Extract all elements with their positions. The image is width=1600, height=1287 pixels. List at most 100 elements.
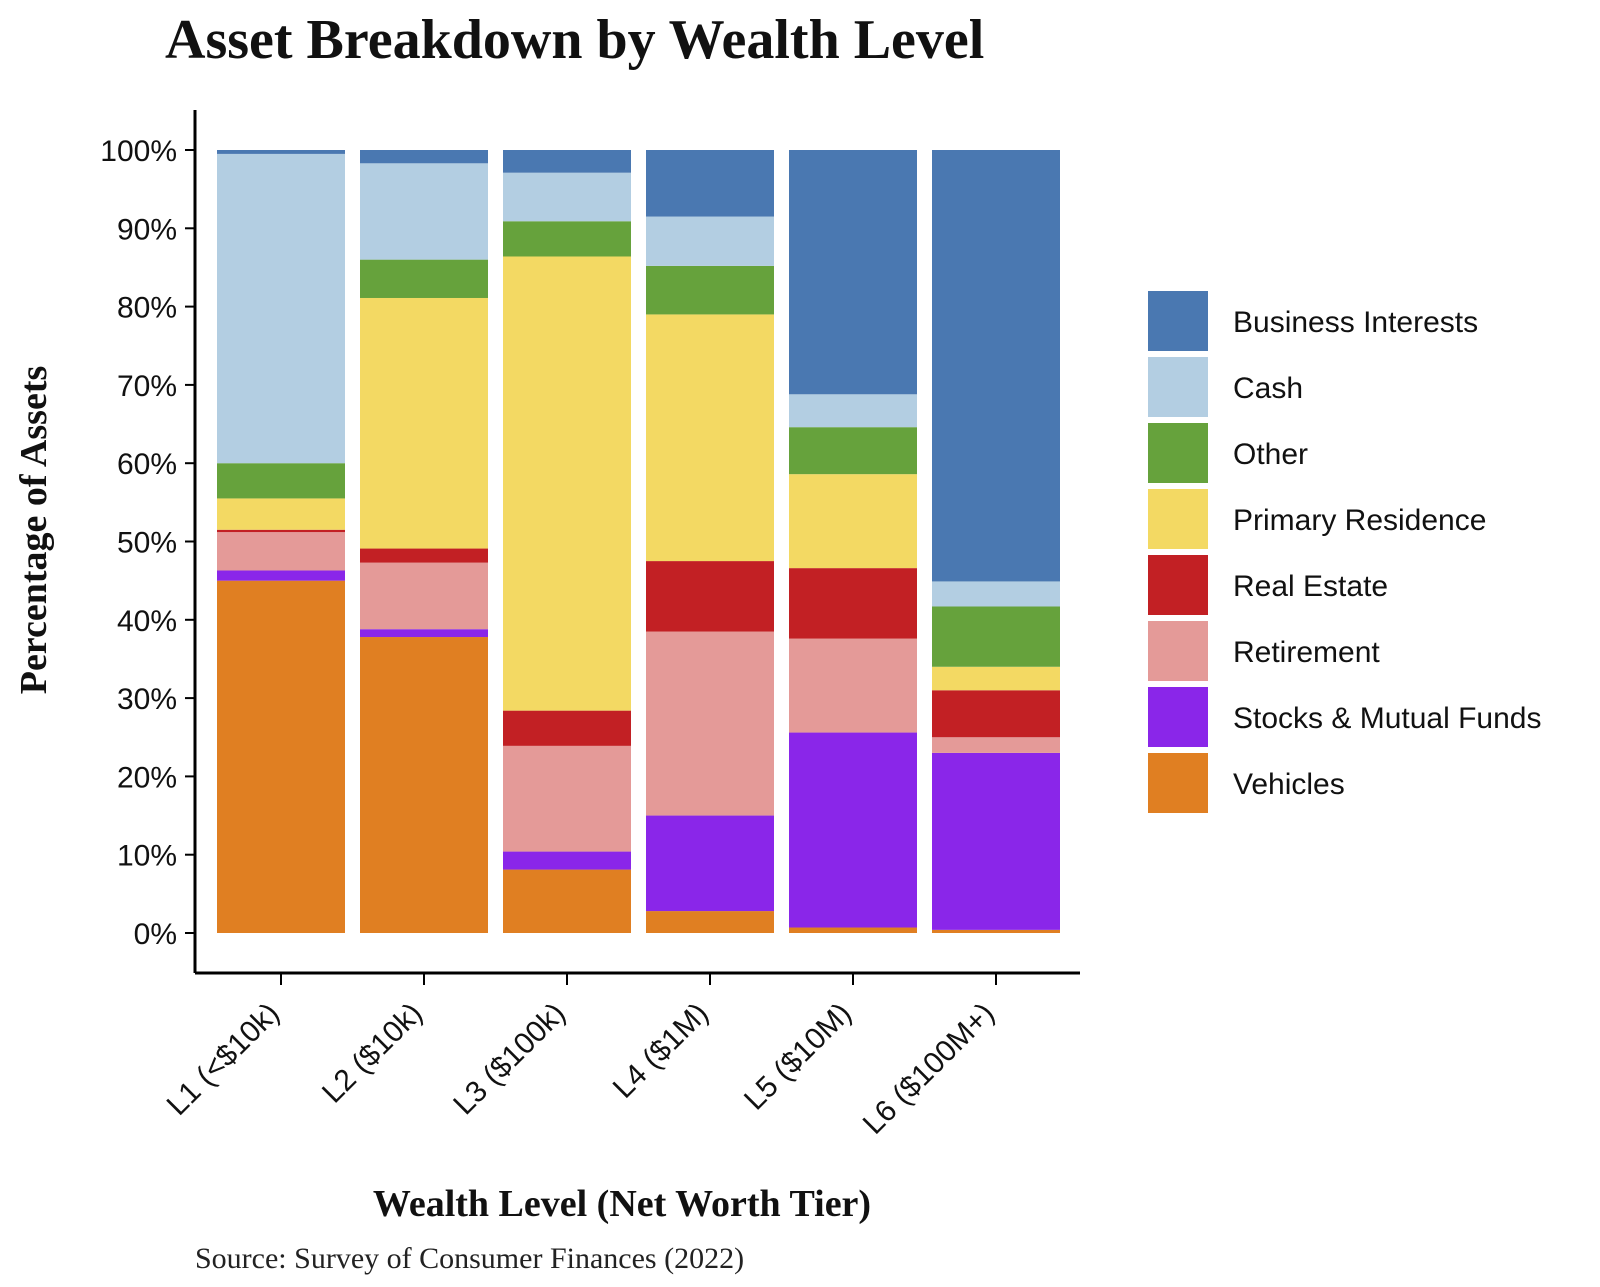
x-tick-label: L2 ($10k) bbox=[316, 997, 429, 1110]
bar-segment bbox=[789, 732, 917, 928]
bar-segment bbox=[646, 314, 774, 562]
bar-segment bbox=[646, 911, 774, 933]
legend-item: Stocks & Mutual Funds bbox=[1148, 687, 1541, 747]
x-tick-label: L5 ($10M) bbox=[738, 997, 858, 1117]
bar-segment bbox=[217, 150, 345, 154]
x-axis-title: Wealth Level (Net Worth Tier) bbox=[373, 1183, 871, 1225]
legend-swatch bbox=[1148, 753, 1208, 813]
legend-swatch bbox=[1148, 423, 1208, 483]
bar-segment bbox=[503, 172, 631, 222]
legend-item: Vehicles bbox=[1148, 753, 1345, 813]
y-axis-title: Percentage of Assets bbox=[13, 366, 55, 695]
bar-segment bbox=[789, 394, 917, 428]
bar-stack bbox=[932, 150, 1060, 933]
bar-segment bbox=[932, 606, 1060, 667]
bar-segment bbox=[932, 752, 1060, 930]
bar-segment bbox=[932, 666, 1060, 691]
chart-title: Asset Breakdown by Wealth Level bbox=[165, 9, 984, 71]
legend-label: Vehicles bbox=[1233, 768, 1345, 801]
bar-segment bbox=[503, 745, 631, 852]
bar-segment bbox=[360, 150, 488, 164]
legend-swatch bbox=[1148, 489, 1208, 549]
bar-segment bbox=[932, 690, 1060, 738]
bar-segment bbox=[789, 474, 917, 569]
legend-swatch bbox=[1148, 357, 1208, 417]
bar-segment bbox=[646, 815, 774, 912]
legend-label: Real Estate bbox=[1233, 570, 1388, 603]
y-tick-label: 80% bbox=[117, 292, 177, 325]
legend-item: Cash bbox=[1148, 357, 1303, 417]
y-axis: 0% 10% 20% 30% 40% 50% 60% 70% 80% 90% 100% bbox=[100, 110, 197, 973]
legend-label: Retirement bbox=[1233, 636, 1380, 669]
legend-item: Business Interests bbox=[1148, 291, 1478, 351]
x-tick-label: L6 ($100M+) bbox=[857, 997, 1001, 1141]
bar-segment bbox=[646, 216, 774, 266]
legend-item: Primary Residence bbox=[1148, 489, 1486, 549]
bar-segment bbox=[360, 637, 488, 933]
bar-segment bbox=[646, 265, 774, 315]
bar-stack bbox=[503, 150, 631, 933]
bar-segment bbox=[646, 561, 774, 632]
legend-item: Real Estate bbox=[1148, 555, 1388, 615]
legend-label: Primary Residence bbox=[1233, 504, 1486, 537]
x-tick-label: L4 ($1M) bbox=[607, 997, 715, 1105]
bar-segment bbox=[503, 710, 631, 746]
bar-segment bbox=[360, 562, 488, 630]
legend-swatch bbox=[1148, 621, 1208, 681]
bar-segment bbox=[503, 851, 631, 870]
bar-stack bbox=[360, 150, 488, 933]
bar-segment bbox=[217, 532, 345, 571]
legend-swatch bbox=[1148, 291, 1208, 351]
bar-segment bbox=[789, 638, 917, 733]
bar-segment bbox=[217, 529, 345, 533]
bar-stack bbox=[789, 150, 917, 933]
bar-segment bbox=[360, 259, 488, 298]
y-tick-label: 10% bbox=[117, 840, 177, 873]
bar-segment bbox=[932, 150, 1060, 582]
bar-segment bbox=[217, 570, 345, 581]
y-tick-label: 30% bbox=[117, 683, 177, 716]
bar-segment bbox=[503, 869, 631, 933]
x-axis: L1 (<$10k) L2 ($10k) L3 ($100k) L4 ($1M) L5 … bbox=[161, 971, 1080, 1141]
bar-segment bbox=[360, 548, 488, 563]
x-tick-label: L1 (<$10k) bbox=[161, 997, 286, 1122]
y-tick-label: 60% bbox=[117, 448, 177, 481]
legend-item: Other bbox=[1148, 423, 1308, 483]
x-tick-label: L3 ($100k) bbox=[447, 997, 572, 1122]
bar-stack bbox=[646, 150, 774, 933]
bar-segments bbox=[217, 150, 1060, 933]
bar-segment bbox=[503, 256, 631, 711]
bar-segment bbox=[360, 297, 488, 549]
legend-swatch bbox=[1148, 555, 1208, 615]
y-tick-label: 20% bbox=[117, 761, 177, 794]
legend-item: Retirement bbox=[1148, 621, 1380, 681]
legend: Business Interests Cash Other Primary Resid… bbox=[1148, 291, 1541, 813]
bar-segment bbox=[789, 927, 917, 933]
y-tick-label: 40% bbox=[117, 605, 177, 638]
bar-segment bbox=[217, 498, 345, 530]
y-tick-label: 50% bbox=[117, 527, 177, 560]
bar-segment bbox=[932, 581, 1060, 607]
bar-segment bbox=[789, 427, 917, 475]
legend-label: Stocks & Mutual Funds bbox=[1233, 702, 1541, 735]
source-note: Source: Survey of Consumer Finances (202… bbox=[195, 1242, 744, 1275]
bar-segment bbox=[503, 221, 631, 257]
bar-segment bbox=[789, 150, 917, 395]
bar-stack bbox=[217, 150, 345, 933]
bar-segment bbox=[360, 629, 488, 638]
legend-swatch bbox=[1148, 687, 1208, 747]
bar-segment bbox=[503, 150, 631, 173]
bar-segment bbox=[217, 463, 345, 499]
bar-segment bbox=[932, 737, 1060, 753]
bar-segment bbox=[217, 580, 345, 933]
bar-segment bbox=[360, 163, 488, 260]
y-tick-label: 100% bbox=[100, 135, 177, 168]
legend-label: Other bbox=[1233, 438, 1308, 471]
y-tick-label: 0% bbox=[134, 918, 177, 951]
bar-segment bbox=[646, 631, 774, 816]
legend-label: Business Interests bbox=[1233, 306, 1478, 339]
bar-segment bbox=[217, 153, 345, 464]
bar-segment bbox=[932, 929, 1060, 933]
y-tick-label: 70% bbox=[117, 370, 177, 403]
